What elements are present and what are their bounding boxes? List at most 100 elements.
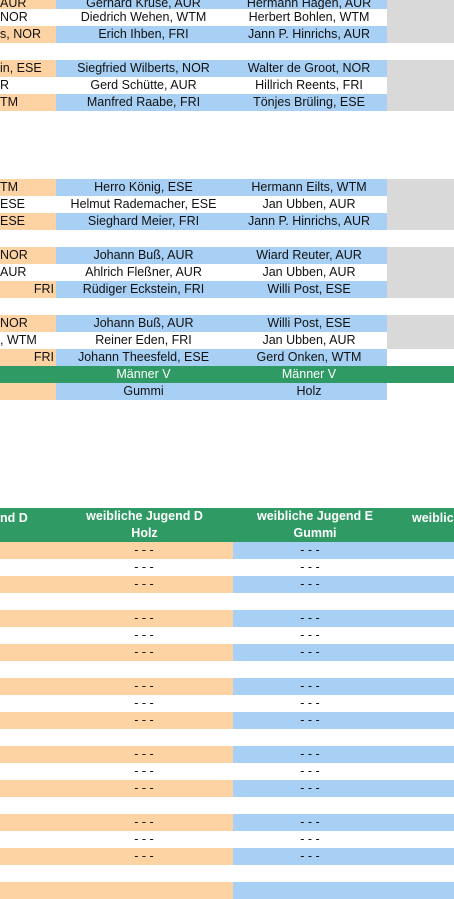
- name-cell: Johann Buß, AUR: [56, 247, 231, 264]
- cell: - - -: [233, 712, 454, 729]
- club-cell: R: [0, 77, 56, 94]
- cell: - - -: [233, 559, 454, 576]
- table-row: TM Herro König, ESE Hermann Eilts, WTM: [0, 179, 454, 196]
- gray-cell: [387, 77, 454, 94]
- cell: [233, 882, 454, 899]
- empty-value: - - -: [134, 832, 154, 846]
- name-cell: Jann P. Hinrichs, AUR: [231, 26, 387, 43]
- surface-row: Gummi Holz: [0, 383, 454, 400]
- club-cell: FRI: [0, 281, 56, 298]
- table-row: AUR Ahlrich Fleßner, AUR Jan Ubben, AUR: [0, 264, 454, 281]
- surface-cell: [0, 383, 56, 400]
- gray-cell: [387, 315, 454, 332]
- gray-cell: [387, 26, 454, 43]
- cell: - - -: [0, 746, 233, 763]
- surface-label: Gummi: [56, 383, 231, 400]
- table-row: - - -- - -: [0, 610, 454, 627]
- cell: - - -: [0, 610, 233, 627]
- gray-cell: [387, 94, 454, 111]
- table-row: - - -- - -: [0, 814, 454, 831]
- empty-value: - - -: [300, 628, 320, 642]
- table-row: - - -- - -: [0, 848, 454, 865]
- name-cell: Siegfried Wilberts, NOR: [56, 60, 231, 77]
- empty-cell: [387, 349, 454, 366]
- club-cell: NOR: [0, 315, 56, 332]
- name-cell: Hermann Eilts, WTM: [231, 179, 387, 196]
- cell: - - -: [233, 678, 454, 695]
- empty-value: - - -: [134, 679, 154, 693]
- table-row: - - -- - -: [0, 644, 454, 661]
- club-cell: TM: [0, 94, 56, 111]
- club-cell: NOR: [0, 247, 56, 264]
- empty-value: - - -: [134, 849, 154, 863]
- club-cell: TM: [0, 179, 56, 196]
- empty-value: - - -: [300, 577, 320, 591]
- cell: - - -: [0, 848, 233, 865]
- cell: [0, 882, 233, 899]
- gray-cell: [387, 281, 454, 298]
- cell: - - -: [233, 610, 454, 627]
- name-cell: Walter de Groot, NOR: [231, 60, 387, 77]
- column-header: nd D: [0, 511, 28, 525]
- table-row: - - -- - -: [0, 542, 454, 559]
- name-cell: Wiard Reuter, AUR: [231, 247, 387, 264]
- club-cell: ESE: [0, 213, 56, 230]
- club-cell: in, ESE: [0, 60, 56, 77]
- empty-value: - - -: [134, 611, 154, 625]
- gray-cell: [387, 179, 454, 196]
- table-row: - - -- - -: [0, 678, 454, 695]
- class-cell: [0, 366, 56, 383]
- cell: - - -: [233, 780, 454, 797]
- table-row: R Gerd Schütte, AUR Hillrich Reents, FRI: [0, 77, 454, 94]
- name-cell: Herbert Bohlen, WTM: [231, 9, 387, 26]
- table-row: FRI Rüdiger Eckstein, FRI Willi Post, ES…: [0, 281, 454, 298]
- table-row: - - -- - -: [0, 831, 454, 848]
- name-cell: Jan Ubben, AUR: [231, 264, 387, 281]
- empty-value: - - -: [134, 645, 154, 659]
- cell: - - -: [0, 627, 233, 644]
- cell: - - -: [233, 576, 454, 593]
- empty-value: - - -: [134, 577, 154, 591]
- name-cell: Sieghard Meier, FRI: [56, 213, 231, 230]
- empty-value: - - -: [134, 628, 154, 642]
- cell: - - -: [233, 542, 454, 559]
- name-cell: Erich Ihben, FRI: [56, 26, 231, 43]
- table-row: in, ESE Siegfried Wilberts, NOR Walter d…: [0, 60, 454, 77]
- cell: - - -: [233, 695, 454, 712]
- name-cell: Gerd Onken, WTM: [231, 349, 387, 366]
- cell: - - -: [0, 780, 233, 797]
- table-row: - - -- - -: [0, 763, 454, 780]
- name-cell: Reiner Eden, FRI: [56, 332, 231, 349]
- empty-value: - - -: [134, 696, 154, 710]
- table-row: TM Manfred Raabe, FRI Tönjes Brüling, ES…: [0, 94, 454, 111]
- column-header: weiblic: [412, 511, 454, 525]
- empty-value: - - -: [134, 815, 154, 829]
- cell: - - -: [233, 814, 454, 831]
- empty-value: - - -: [300, 747, 320, 761]
- empty-value: - - -: [300, 611, 320, 625]
- class-cell: [387, 366, 454, 383]
- cell: - - -: [233, 746, 454, 763]
- name-cell: Johann Buß, AUR: [56, 315, 231, 332]
- column-header: weibliche Jugend E Gummi: [233, 508, 397, 542]
- empty-value: - - -: [300, 645, 320, 659]
- name-cell: Ahlrich Fleßner, AUR: [56, 264, 231, 281]
- empty-value: - - -: [300, 543, 320, 557]
- gray-cell: [387, 247, 454, 264]
- empty-value: - - -: [300, 713, 320, 727]
- cell: - - -: [0, 712, 233, 729]
- column-header-row: nd D weibliche Jugend D Holz weibliche J…: [0, 508, 454, 542]
- table-row: ESE Helmut Rademacher, ESE Jan Ubben, AU…: [0, 196, 454, 213]
- table-row: NOR Diedrich Wehen, WTM Herbert Bohlen, …: [0, 9, 454, 26]
- column-header-title: weibliche Jugend D: [86, 509, 203, 523]
- cell: - - -: [0, 814, 233, 831]
- cell: - - -: [0, 695, 233, 712]
- class-row: Männer V Männer V: [0, 366, 454, 383]
- gray-cell: [387, 196, 454, 213]
- name-cell: Tönjes Brüling, ESE: [231, 94, 387, 111]
- table-row: - - -- - -: [0, 712, 454, 729]
- column-header: weibliche Jugend D Holz: [56, 508, 233, 542]
- gray-cell: [387, 264, 454, 281]
- cell: - - -: [233, 763, 454, 780]
- club-cell: NOR: [0, 9, 56, 26]
